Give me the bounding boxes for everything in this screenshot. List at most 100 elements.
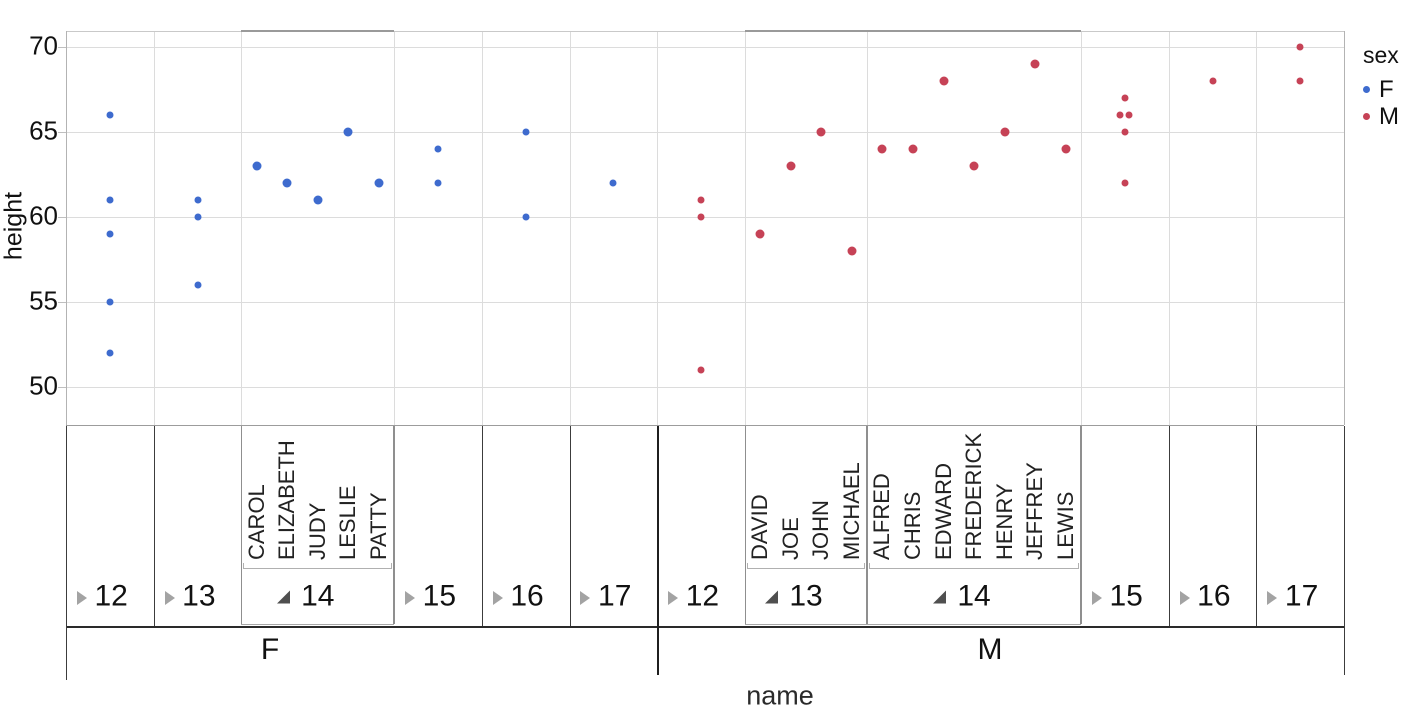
name-tick-label: LESLIE — [335, 485, 361, 560]
expand-triangle-icon[interactable] — [76, 591, 87, 605]
name-group-bracket — [746, 563, 866, 569]
age-label[interactable]: 16 — [510, 579, 544, 613]
age-group-cell[interactable]: 13 — [745, 570, 867, 626]
data-point[interactable] — [343, 127, 353, 137]
name-tick-label: HENRY — [991, 483, 1017, 560]
name-tick-label: FREDERICK — [961, 432, 987, 560]
legend-item-m[interactable]: M — [1356, 103, 1399, 130]
data-point[interactable] — [786, 161, 796, 171]
data-point[interactable] — [908, 144, 918, 154]
data-point[interactable] — [816, 127, 826, 137]
age-label[interactable]: 14 — [301, 579, 335, 613]
data-point[interactable] — [522, 128, 530, 136]
name-tick-label: PATTY — [365, 492, 391, 560]
expand-triangle-icon[interactable] — [492, 591, 503, 605]
expand-triangle-icon[interactable] — [668, 591, 679, 605]
age-group-cell[interactable]: 15 — [1081, 570, 1169, 626]
data-point[interactable] — [194, 196, 202, 204]
expanded-box-edge — [866, 426, 868, 624]
age-label[interactable]: 17 — [1284, 579, 1319, 613]
age-label[interactable]: 13 — [182, 579, 216, 613]
age-group-cell[interactable]: 17 — [570, 570, 658, 626]
y-tick-mark — [58, 216, 66, 218]
age-label[interactable]: 13 — [789, 579, 823, 613]
age-group-cell[interactable]: 12 — [657, 570, 745, 626]
data-point[interactable] — [106, 111, 114, 119]
data-point[interactable] — [1209, 77, 1217, 85]
data-point[interactable] — [1296, 43, 1304, 51]
data-point[interactable] — [1125, 111, 1133, 119]
collapse-triangle-icon[interactable] — [765, 590, 779, 604]
age-group-cell[interactable]: 17 — [1256, 570, 1344, 626]
age-label[interactable]: 15 — [422, 579, 457, 613]
legend-item-f[interactable]: F — [1356, 76, 1399, 103]
age-label[interactable]: 12 — [94, 579, 128, 613]
data-point[interactable] — [697, 366, 705, 374]
data-point[interactable] — [847, 246, 857, 256]
data-point[interactable] — [609, 179, 617, 187]
plot-border-top — [66, 31, 1344, 32]
data-point[interactable] — [106, 230, 114, 238]
data-point[interactable] — [282, 178, 292, 188]
age-group-cell[interactable]: 15 — [394, 570, 482, 626]
data-point[interactable] — [374, 178, 384, 188]
data-point[interactable] — [697, 213, 705, 221]
data-point[interactable] — [969, 161, 979, 171]
data-point[interactable] — [1061, 144, 1071, 154]
expand-triangle-icon[interactable] — [1179, 591, 1190, 605]
name-tick-label: ALFRED — [869, 473, 895, 560]
data-point[interactable] — [106, 349, 114, 357]
data-point[interactable] — [939, 76, 949, 86]
expand-triangle-icon[interactable] — [1267, 591, 1278, 605]
data-point[interactable] — [1030, 59, 1040, 69]
data-point[interactable] — [434, 145, 442, 153]
panel-gridline — [1081, 31, 1082, 425]
y-tick-label: 55 — [29, 284, 58, 315]
data-point[interactable] — [434, 179, 442, 187]
data-point[interactable] — [1296, 77, 1304, 85]
age-label[interactable]: 16 — [1197, 579, 1231, 613]
panel-gridline — [1168, 31, 1170, 425]
data-point[interactable] — [697, 196, 705, 204]
age-label[interactable]: 14 — [957, 579, 991, 613]
collapse-triangle-icon[interactable] — [933, 590, 947, 604]
expand-triangle-icon[interactable] — [1091, 591, 1102, 605]
y-tick-mark — [58, 46, 66, 48]
expand-triangle-icon[interactable] — [164, 591, 175, 605]
data-point[interactable] — [194, 281, 202, 289]
expand-triangle-icon[interactable] — [580, 591, 591, 605]
data-point[interactable] — [194, 213, 202, 221]
data-point[interactable] — [313, 195, 323, 205]
data-point[interactable] — [106, 298, 114, 306]
name-tick-label: JUDY — [304, 502, 330, 560]
data-point[interactable] — [522, 213, 530, 221]
y-tick-label: 50 — [29, 369, 58, 400]
age-group-cell[interactable]: 16 — [1169, 570, 1257, 626]
data-point[interactable] — [1121, 179, 1129, 187]
data-point[interactable] — [252, 161, 262, 171]
age-group-cell[interactable]: 14 — [241, 570, 394, 626]
data-point[interactable] — [755, 229, 765, 239]
data-point[interactable] — [1116, 111, 1124, 119]
age-row-bottom-line — [66, 626, 1344, 628]
age-label[interactable]: 17 — [598, 579, 632, 613]
age-group-cell[interactable]: 14 — [867, 570, 1081, 626]
data-point[interactable] — [1121, 94, 1129, 102]
y-gridline — [66, 216, 1344, 218]
y-tick-mark — [58, 386, 66, 388]
data-point[interactable] — [1121, 128, 1129, 136]
data-point[interactable] — [877, 144, 887, 154]
expanded-box-edge — [241, 426, 243, 624]
panel-gridline — [241, 31, 243, 425]
age-label[interactable]: 15 — [1109, 579, 1143, 613]
category-boundary-line — [394, 426, 396, 624]
collapse-triangle-icon[interactable] — [276, 590, 290, 604]
age-group-cell[interactable]: 13 — [154, 570, 242, 626]
data-point[interactable] — [1000, 127, 1010, 137]
data-point[interactable] — [106, 196, 114, 204]
expand-triangle-icon[interactable] — [404, 591, 415, 605]
age-label[interactable]: 12 — [685, 579, 720, 613]
age-group-cell[interactable]: 16 — [482, 570, 570, 626]
age-group-cell[interactable]: 12 — [66, 570, 154, 626]
